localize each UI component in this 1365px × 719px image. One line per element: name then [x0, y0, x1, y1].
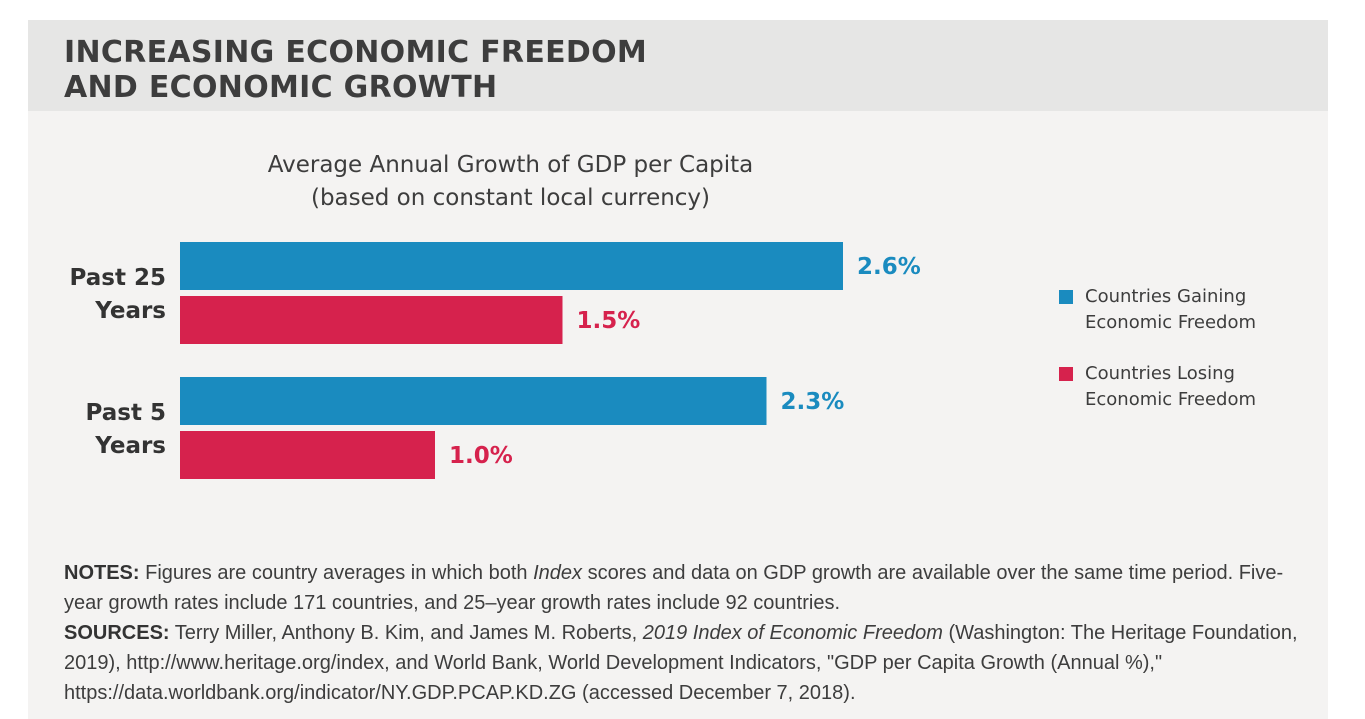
data-label-gaining-1: 2.3% [781, 389, 845, 415]
bar-gaining-0 [180, 242, 843, 290]
chart-legend: Countries Gaining Economic Freedom Count… [1059, 284, 1319, 438]
bar-chart: 2.6% 1.5% Past 25 Years 2.3% 1.0% Past 5 Years [70, 242, 921, 479]
chart-title-line2: (based on constant local currency) [310, 185, 711, 211]
data-label-losing-1: 1.0% [449, 443, 513, 469]
legend-label-gaining-line1: Countries Gaining [1085, 286, 1247, 307]
chart-title: Average Annual Growth of GDP per Capita … [188, 149, 833, 215]
legend-label-gaining-line2: Economic Freedom [1085, 312, 1257, 333]
header-band: INCREASING ECONOMIC FREEDOM AND ECONOMIC… [28, 20, 1328, 111]
sources-label: SOURCES: [64, 622, 170, 644]
sources-paragraph: SOURCES: Terry Miller, Anthony B. Kim, a… [64, 618, 1304, 708]
legend-item-gaining: Countries Gaining Economic Freedom [1059, 284, 1319, 336]
data-label-gaining-0: 2.6% [857, 254, 921, 280]
sources-text-a: Terry Miller, Anthony B. Kim, and James … [169, 622, 643, 644]
legend-swatch-losing [1059, 367, 1073, 381]
notes-text-a: Figures are country averages in which bo… [139, 562, 534, 584]
notes-section: NOTES: Figures are country averages in w… [64, 558, 1304, 708]
notes-label: NOTES: [64, 562, 140, 584]
page-title-line2: AND ECONOMIC GROWTH [64, 70, 498, 105]
chart-title-line1: Average Annual Growth of GDP per Capita [267, 152, 754, 178]
notes-text-b: scores and data on GDP growth are availa… [64, 562, 1284, 614]
category-label-0-line1: Past 25 [70, 265, 166, 291]
notes-italic: Index [533, 562, 583, 584]
infographic-panel: INCREASING ECONOMIC FREEDOM AND ECONOMIC… [28, 20, 1328, 719]
page-title-line1: INCREASING ECONOMIC FREEDOM [64, 35, 648, 70]
legend-item-losing: Countries Losing Economic Freedom [1059, 361, 1319, 413]
page-title: INCREASING ECONOMIC FREEDOM AND ECONOMIC… [64, 35, 647, 105]
bar-losing-1 [180, 431, 435, 479]
notes-paragraph: NOTES: Figures are country averages in w… [64, 558, 1304, 618]
legend-label-losing-line2: Economic Freedom [1085, 389, 1257, 410]
sources-text-b: (Washington: The Heritage Foundation, 20… [64, 622, 1298, 704]
sources-italic: 2019 Index of Economic Freedom [642, 622, 943, 644]
category-label-1-line1: Past 5 [86, 400, 166, 426]
legend-label-losing-line1: Countries Losing [1085, 363, 1235, 384]
category-label-1-line2: Years [94, 433, 166, 459]
category-label-0-line2: Years [94, 298, 166, 324]
bar-losing-0 [180, 296, 563, 344]
data-label-losing-0: 1.5% [577, 308, 641, 334]
legend-swatch-gaining [1059, 290, 1073, 304]
bar-gaining-1 [180, 377, 767, 425]
